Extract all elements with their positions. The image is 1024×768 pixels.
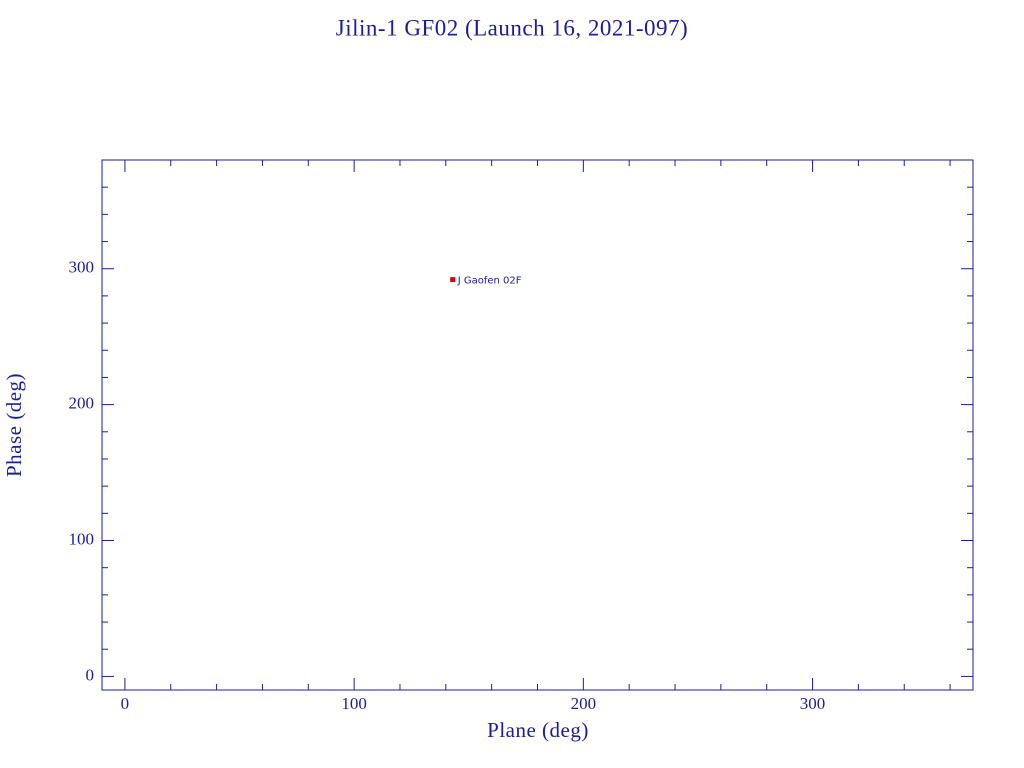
x-axis-title: Plane (deg) [487, 718, 589, 742]
point-label: J Gaofen 02F [457, 276, 522, 287]
x-tick-label: 100 [341, 694, 367, 713]
x-tick-label: 0 [121, 694, 130, 713]
y-tick-label: 200 [69, 394, 95, 413]
x-tick-label: 300 [800, 694, 826, 713]
chart-title: Jilin-1 GF02 (Launch 16, 2021-097) [336, 15, 688, 40]
plot-frame [101, 159, 974, 691]
x-tick-label: 200 [571, 694, 597, 713]
point [450, 277, 456, 283]
y-tick-label: 300 [69, 258, 95, 277]
y-tick-label: 100 [69, 529, 95, 548]
y-tick-label: 0 [86, 665, 95, 684]
y-axis-title: Phase (deg) [2, 373, 26, 477]
